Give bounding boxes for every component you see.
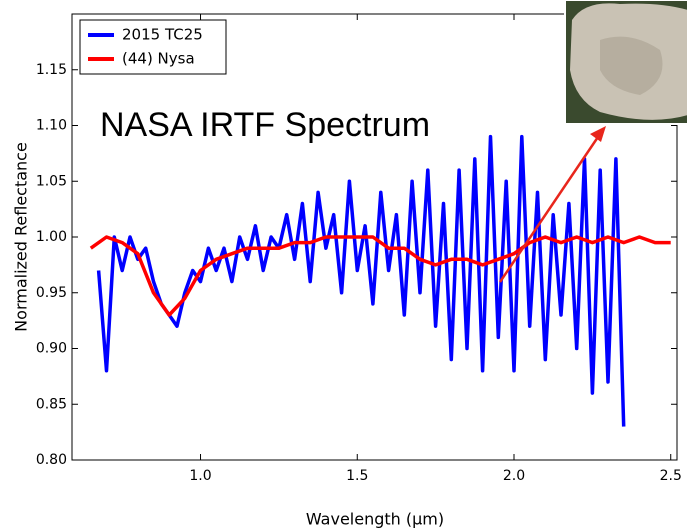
x-axis-label: Wavelength (μm) xyxy=(306,510,444,529)
arrow-head xyxy=(590,126,606,142)
photo-shade xyxy=(600,36,663,95)
y-tick-label: 1.10 xyxy=(36,118,67,134)
legend-label: 2015 TC25 xyxy=(122,26,203,44)
y-tick-label: 1.00 xyxy=(36,229,67,245)
data-line xyxy=(89,235,671,317)
data-line xyxy=(96,134,626,427)
x-tick-label: 2.5 xyxy=(660,468,682,484)
y-tick-label: 0.85 xyxy=(36,396,67,412)
x-tick-label: 1.5 xyxy=(346,468,368,484)
photo-border xyxy=(564,0,688,125)
y-axis-label: Normalized Reflectance xyxy=(12,142,31,332)
x-tick-label: 2.0 xyxy=(503,468,525,484)
annotation-arrow xyxy=(498,133,602,283)
y-tick-label: 0.95 xyxy=(36,285,67,301)
y-tick-label: 0.90 xyxy=(36,341,67,357)
y-tick-label: 1.15 xyxy=(36,62,67,78)
inset-photo xyxy=(564,0,688,125)
x-tick-label: 1.0 xyxy=(189,468,211,484)
annotation: NASA IRTF Spectrum xyxy=(100,106,430,144)
y-tick-label: 1.05 xyxy=(36,173,67,189)
y-tick-label: 0.80 xyxy=(36,452,67,468)
legend-box xyxy=(79,19,227,75)
legend-label: (44) Nysa xyxy=(122,50,195,68)
